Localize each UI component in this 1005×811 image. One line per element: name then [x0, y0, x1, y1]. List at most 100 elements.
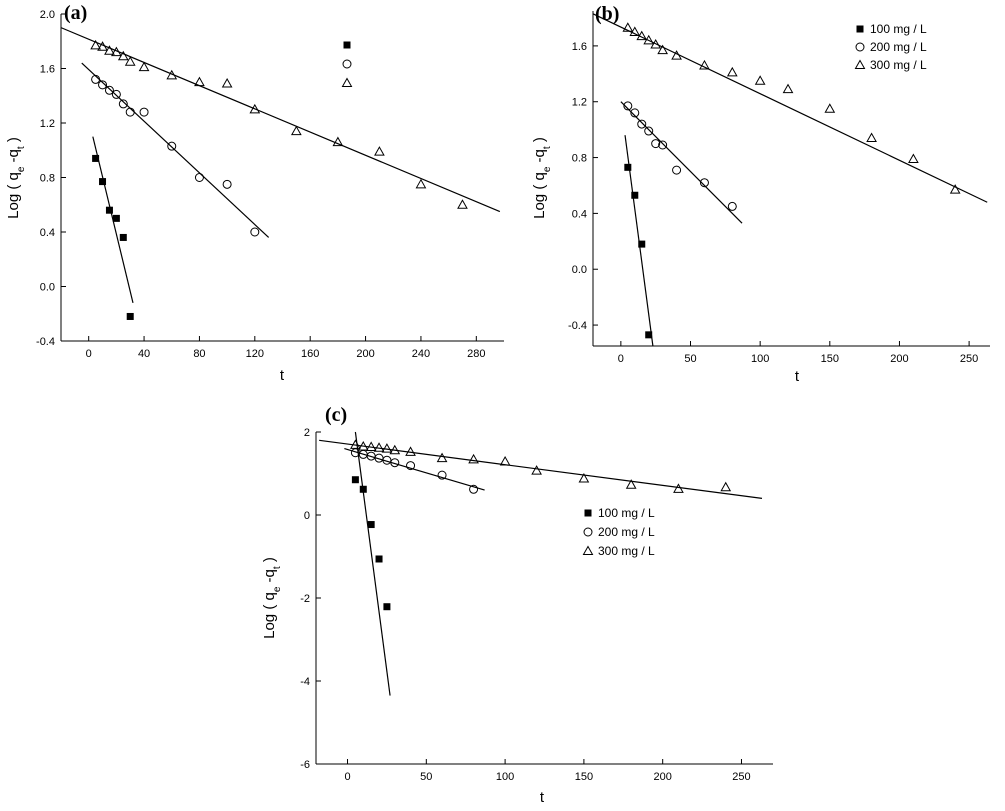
panel-label: (c) — [325, 404, 347, 426]
data-point — [194, 173, 204, 182]
y-tick-label: 1.2 — [40, 118, 55, 130]
data-point — [111, 46, 122, 57]
data-point — [624, 163, 632, 171]
data-point — [437, 470, 447, 480]
data-point — [645, 331, 653, 339]
data-point — [672, 165, 682, 175]
x-tick-label: 250 — [732, 771, 750, 783]
fit-line — [620, 101, 743, 224]
data-point — [622, 22, 634, 32]
x-tick-label: 120 — [246, 348, 264, 360]
data-point — [699, 59, 710, 70]
data-point — [373, 442, 385, 452]
panel-label: (b) — [595, 3, 619, 25]
data-point — [436, 452, 448, 463]
data-point — [630, 108, 640, 118]
legend-marker — [854, 59, 866, 69]
series-triangle — [319, 439, 763, 499]
data-point — [138, 61, 150, 72]
data-point — [824, 103, 836, 113]
x-tick-label: 250 — [960, 353, 978, 365]
series-triangle — [592, 13, 988, 203]
y-tick-label: -6 — [300, 759, 310, 771]
data-point — [625, 479, 637, 489]
data-point — [658, 140, 668, 150]
legend-marker — [342, 59, 352, 69]
data-point — [117, 50, 129, 61]
data-point — [124, 56, 136, 66]
data-point — [623, 101, 633, 111]
y-axis-title: Log ( qe -qt ) — [261, 557, 283, 639]
legend-marker — [341, 77, 353, 87]
data-point — [699, 178, 709, 188]
chart-panel-2: 0 50 100 150 200 250 -0.4 0.0 0.4 0.8 1.2 1.6 (b) t Lo… — [531, 3, 990, 385]
data-point — [139, 107, 149, 117]
data-point — [673, 483, 684, 493]
fit-line — [60, 27, 501, 213]
y-tick-label: 1.6 — [572, 41, 587, 53]
data-point — [104, 45, 115, 55]
data-point — [99, 178, 107, 186]
legend: 100 mg / L 200 mg / L 300 mg / L — [582, 506, 655, 558]
data-point — [629, 26, 641, 36]
x-tick-label: 0 — [86, 348, 92, 360]
legend-label: 100 mg / L — [598, 506, 655, 520]
data-point — [351, 476, 359, 484]
data-point — [637, 119, 647, 129]
data-point — [949, 184, 961, 194]
y-axis-title: Log ( qe -qt ) — [5, 137, 27, 219]
y-tick-label: 0.8 — [572, 153, 587, 165]
y-tick-label: -4 — [300, 676, 310, 688]
y-tick-label: 1.2 — [572, 97, 587, 109]
data-point — [111, 89, 121, 99]
x-tick-label: 150 — [575, 771, 593, 783]
data-point — [657, 44, 669, 55]
data-point — [671, 50, 682, 60]
y-tick-label: -0.4 — [568, 320, 587, 332]
legend-marker — [582, 545, 594, 555]
series-circle — [620, 101, 743, 224]
data-point — [651, 139, 661, 149]
x-tick-label: 240 — [412, 348, 430, 360]
series-circle — [81, 62, 270, 238]
data-point — [332, 136, 344, 147]
x-tick-label: 200 — [654, 771, 672, 783]
data-point — [98, 80, 108, 90]
data-point — [578, 472, 590, 483]
legend-marker — [855, 42, 865, 52]
y-tick-label: 0.0 — [572, 264, 587, 276]
data-point — [644, 126, 654, 136]
x-tick-label: 40 — [138, 348, 150, 360]
data-point — [222, 179, 232, 189]
y-tick-label: -0.4 — [36, 336, 55, 348]
chart-panel-3: 0 50 100 150 200 250 -6 -4 -2 0 2 (c) t Log ( qe -qt … — [261, 404, 773, 806]
series-square — [624, 135, 654, 347]
panel-label: (a) — [64, 2, 87, 24]
data-point — [636, 30, 648, 41]
x-axis-title: t — [540, 789, 545, 806]
data-point — [643, 34, 655, 45]
data-point — [531, 465, 542, 475]
y-tick-label: 0.0 — [40, 282, 55, 294]
y-tick-label: 0.8 — [40, 173, 55, 185]
fit-line — [319, 439, 763, 499]
data-point — [382, 455, 392, 465]
legend-label: 100 mg / L — [870, 22, 927, 36]
data-point — [166, 69, 178, 80]
data-point — [908, 153, 919, 163]
fit-line — [344, 448, 485, 491]
data-point — [105, 206, 113, 214]
series-square — [351, 431, 391, 696]
legend-marker — [343, 41, 351, 49]
data-point — [118, 99, 128, 109]
data-point — [194, 76, 205, 87]
data-point — [650, 38, 662, 49]
data-point — [367, 521, 375, 529]
data-point — [90, 39, 101, 50]
data-point — [782, 83, 794, 94]
x-tick-label: 80 — [193, 348, 205, 360]
series-triangle — [60, 27, 501, 213]
data-point — [112, 214, 120, 222]
x-tick-label: 0 — [618, 353, 624, 365]
